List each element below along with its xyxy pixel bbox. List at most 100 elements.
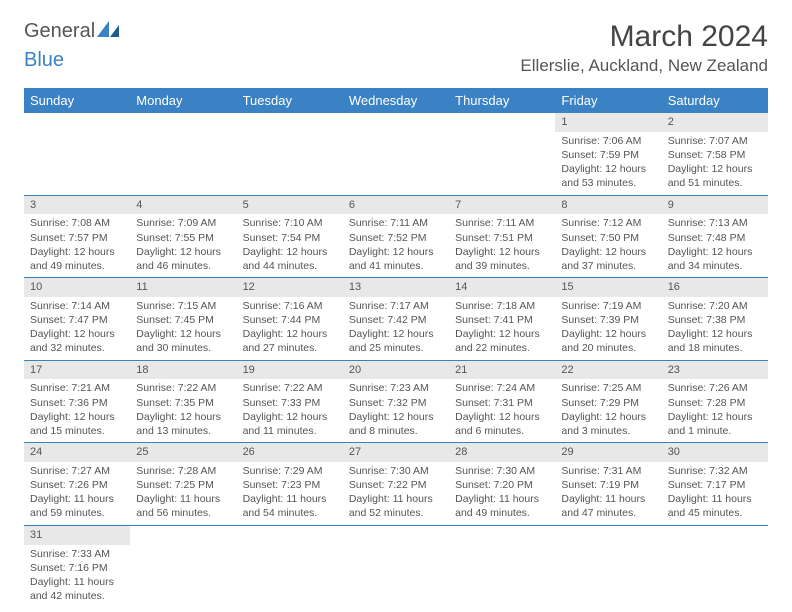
- daylight-line: Daylight: 12 hours and 37 minutes.: [561, 245, 655, 273]
- day-body: Sunrise: 7:08 AMSunset: 7:57 PMDaylight:…: [24, 214, 130, 277]
- calendar-cell: 16Sunrise: 7:20 AMSunset: 7:38 PMDayligh…: [662, 278, 768, 361]
- day-body: Sunrise: 7:20 AMSunset: 7:38 PMDaylight:…: [662, 297, 768, 360]
- calendar-cell: [130, 525, 236, 607]
- day-body: Sunrise: 7:14 AMSunset: 7:47 PMDaylight:…: [24, 297, 130, 360]
- day-number: 11: [130, 278, 236, 297]
- sunset-line: Sunset: 7:36 PM: [30, 396, 124, 410]
- day-body: Sunrise: 7:17 AMSunset: 7:42 PMDaylight:…: [343, 297, 449, 360]
- daylight-line: Daylight: 11 hours and 45 minutes.: [668, 492, 762, 520]
- calendar-cell: 19Sunrise: 7:22 AMSunset: 7:33 PMDayligh…: [237, 360, 343, 443]
- calendar-cell: 14Sunrise: 7:18 AMSunset: 7:41 PMDayligh…: [449, 278, 555, 361]
- daylight-line: Daylight: 12 hours and 46 minutes.: [136, 245, 230, 273]
- sunset-line: Sunset: 7:50 PM: [561, 231, 655, 245]
- sunrise-line: Sunrise: 7:09 AM: [136, 216, 230, 230]
- header: General Blue March 2024 Ellerslie, Auckla…: [24, 20, 768, 76]
- day-body: Sunrise: 7:06 AMSunset: 7:59 PMDaylight:…: [555, 132, 661, 195]
- calendar-row: 10Sunrise: 7:14 AMSunset: 7:47 PMDayligh…: [24, 278, 768, 361]
- day-number: 20: [343, 361, 449, 380]
- calendar-cell: [237, 113, 343, 195]
- calendar-cell: 1Sunrise: 7:06 AMSunset: 7:59 PMDaylight…: [555, 113, 661, 195]
- sunset-line: Sunset: 7:39 PM: [561, 313, 655, 327]
- sunset-line: Sunset: 7:45 PM: [136, 313, 230, 327]
- weekday-header: Monday: [130, 88, 236, 113]
- sunrise-line: Sunrise: 7:07 AM: [668, 134, 762, 148]
- calendar-cell: [24, 113, 130, 195]
- day-number: 17: [24, 361, 130, 380]
- logo: General Blue: [24, 20, 119, 72]
- sunset-line: Sunset: 7:47 PM: [30, 313, 124, 327]
- sunset-line: Sunset: 7:59 PM: [561, 148, 655, 162]
- sunset-line: Sunset: 7:52 PM: [349, 231, 443, 245]
- daylight-line: Daylight: 12 hours and 20 minutes.: [561, 327, 655, 355]
- month-title: March 2024: [520, 20, 768, 54]
- calendar-cell: 11Sunrise: 7:15 AMSunset: 7:45 PMDayligh…: [130, 278, 236, 361]
- calendar-cell: 28Sunrise: 7:30 AMSunset: 7:20 PMDayligh…: [449, 443, 555, 526]
- day-number: 24: [24, 443, 130, 462]
- logo-word2: Blue: [24, 49, 64, 71]
- daylight-line: Daylight: 12 hours and 25 minutes.: [349, 327, 443, 355]
- sunrise-line: Sunrise: 7:29 AM: [243, 464, 337, 478]
- logo-sail-icon: [97, 20, 119, 43]
- sunset-line: Sunset: 7:28 PM: [668, 396, 762, 410]
- day-number: 12: [237, 278, 343, 297]
- calendar-cell: 13Sunrise: 7:17 AMSunset: 7:42 PMDayligh…: [343, 278, 449, 361]
- day-number: 31: [24, 526, 130, 545]
- calendar-cell: [130, 113, 236, 195]
- calendar-cell: 12Sunrise: 7:16 AMSunset: 7:44 PMDayligh…: [237, 278, 343, 361]
- day-number: 28: [449, 443, 555, 462]
- calendar-cell: 5Sunrise: 7:10 AMSunset: 7:54 PMDaylight…: [237, 195, 343, 278]
- day-body: Sunrise: 7:09 AMSunset: 7:55 PMDaylight:…: [130, 214, 236, 277]
- calendar-cell: [449, 525, 555, 607]
- daylight-line: Daylight: 11 hours and 54 minutes.: [243, 492, 337, 520]
- weekday-header: Saturday: [662, 88, 768, 113]
- day-number: 26: [237, 443, 343, 462]
- daylight-line: Daylight: 11 hours and 59 minutes.: [30, 492, 124, 520]
- daylight-line: Daylight: 12 hours and 44 minutes.: [243, 245, 337, 273]
- weekday-header: Wednesday: [343, 88, 449, 113]
- location: Ellerslie, Auckland, New Zealand: [520, 56, 768, 76]
- day-number: 2: [662, 113, 768, 132]
- day-number: 19: [237, 361, 343, 380]
- daylight-line: Daylight: 12 hours and 51 minutes.: [668, 162, 762, 190]
- sunrise-line: Sunrise: 7:26 AM: [668, 381, 762, 395]
- day-body: Sunrise: 7:31 AMSunset: 7:19 PMDaylight:…: [555, 462, 661, 525]
- daylight-line: Daylight: 11 hours and 52 minutes.: [349, 492, 443, 520]
- daylight-line: Daylight: 12 hours and 15 minutes.: [30, 410, 124, 438]
- daylight-line: Daylight: 12 hours and 53 minutes.: [561, 162, 655, 190]
- daylight-line: Daylight: 11 hours and 56 minutes.: [136, 492, 230, 520]
- calendar-cell: 10Sunrise: 7:14 AMSunset: 7:47 PMDayligh…: [24, 278, 130, 361]
- sunset-line: Sunset: 7:20 PM: [455, 478, 549, 492]
- day-body: Sunrise: 7:27 AMSunset: 7:26 PMDaylight:…: [24, 462, 130, 525]
- sunset-line: Sunset: 7:44 PM: [243, 313, 337, 327]
- daylight-line: Daylight: 12 hours and 41 minutes.: [349, 245, 443, 273]
- calendar-cell: 6Sunrise: 7:11 AMSunset: 7:52 PMDaylight…: [343, 195, 449, 278]
- daylight-line: Daylight: 12 hours and 49 minutes.: [30, 245, 124, 273]
- sunrise-line: Sunrise: 7:06 AM: [561, 134, 655, 148]
- sunrise-line: Sunrise: 7:16 AM: [243, 299, 337, 313]
- day-number: 10: [24, 278, 130, 297]
- sunrise-line: Sunrise: 7:24 AM: [455, 381, 549, 395]
- calendar-cell: [343, 525, 449, 607]
- day-body: Sunrise: 7:18 AMSunset: 7:41 PMDaylight:…: [449, 297, 555, 360]
- day-body: Sunrise: 7:22 AMSunset: 7:35 PMDaylight:…: [130, 379, 236, 442]
- sunset-line: Sunset: 7:41 PM: [455, 313, 549, 327]
- sunrise-line: Sunrise: 7:11 AM: [455, 216, 549, 230]
- calendar-cell: 15Sunrise: 7:19 AMSunset: 7:39 PMDayligh…: [555, 278, 661, 361]
- logo-word1: General: [24, 20, 95, 42]
- sunrise-line: Sunrise: 7:23 AM: [349, 381, 443, 395]
- weekday-header: Friday: [555, 88, 661, 113]
- sunset-line: Sunset: 7:33 PM: [243, 396, 337, 410]
- calendar-cell: [555, 525, 661, 607]
- sunset-line: Sunset: 7:38 PM: [668, 313, 762, 327]
- calendar-cell: 26Sunrise: 7:29 AMSunset: 7:23 PMDayligh…: [237, 443, 343, 526]
- calendar-cell: 3Sunrise: 7:08 AMSunset: 7:57 PMDaylight…: [24, 195, 130, 278]
- day-number: 8: [555, 196, 661, 215]
- day-body: Sunrise: 7:30 AMSunset: 7:22 PMDaylight:…: [343, 462, 449, 525]
- day-number: 7: [449, 196, 555, 215]
- day-number: 27: [343, 443, 449, 462]
- daylight-line: Daylight: 12 hours and 1 minute.: [668, 410, 762, 438]
- day-number: 25: [130, 443, 236, 462]
- sunrise-line: Sunrise: 7:20 AM: [668, 299, 762, 313]
- daylight-line: Daylight: 12 hours and 34 minutes.: [668, 245, 762, 273]
- day-body: Sunrise: 7:32 AMSunset: 7:17 PMDaylight:…: [662, 462, 768, 525]
